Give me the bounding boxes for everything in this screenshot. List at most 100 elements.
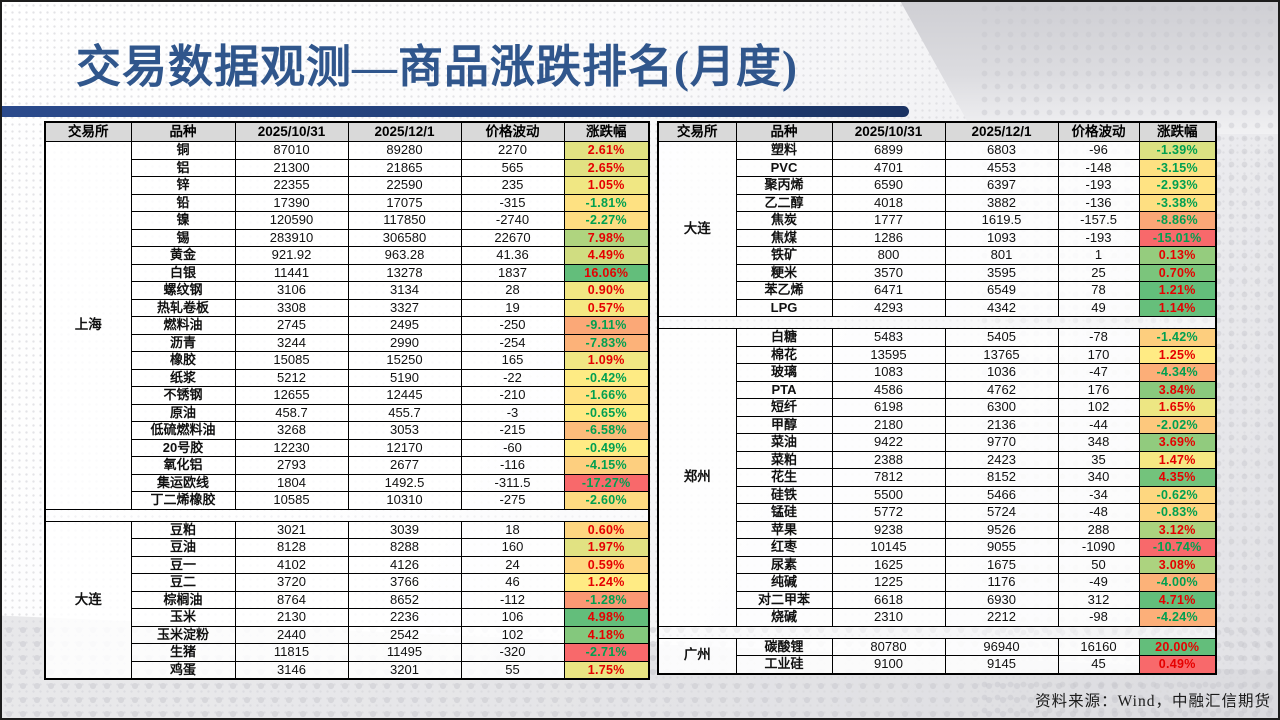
price-start-cell: 7812 <box>831 468 946 487</box>
variety-cell: 白银 <box>130 263 236 282</box>
price-end-cell: 4762 <box>944 380 1059 399</box>
delta-cell: -320 <box>460 643 565 662</box>
pct-change-cell: 3.84% <box>1138 380 1217 399</box>
table-row: 菜粕 2388 2423 35 1.47% <box>658 450 1217 469</box>
delta-cell: 165 <box>460 351 565 370</box>
variety-cell: 生猪 <box>130 643 236 662</box>
pct-change-cell: -6.58% <box>563 421 650 440</box>
price-start-cell: 2745 <box>234 316 349 335</box>
variety-cell: 玉米淀粉 <box>130 625 236 644</box>
price-end-cell: 9055 <box>944 538 1059 557</box>
delta-cell: -44 <box>1057 415 1140 434</box>
variety-cell: 苹果 <box>735 520 833 539</box>
price-start-cell: 458.7 <box>234 403 349 422</box>
price-end-cell: 801 <box>944 246 1059 265</box>
table-row: 豆一 4102 4126 24 0.59% <box>45 555 650 574</box>
price-start-cell: 13595 <box>831 345 946 364</box>
table-row: 工业硅 9100 9145 45 0.49% <box>658 655 1217 674</box>
price-start-cell: 3106 <box>234 281 349 300</box>
pct-change-cell: 2.65% <box>563 158 650 177</box>
price-end-cell: 2423 <box>944 450 1059 469</box>
column-header: 价格波动 <box>460 121 565 142</box>
price-start-cell: 5772 <box>831 503 946 522</box>
price-end-cell: 96940 <box>944 637 1059 656</box>
price-end-cell: 6930 <box>944 590 1059 609</box>
pct-change-cell: -3.15% <box>1138 158 1217 177</box>
left-ranking-table: 交易所 品种 2025/10/31 2025/12/1 价格波动 涨跌幅 上海铜 87010 8… <box>44 121 650 680</box>
pct-change-cell: -4.15% <box>563 456 650 475</box>
price-end-cell: 3039 <box>347 520 462 539</box>
price-start-cell: 9238 <box>831 520 946 539</box>
table-row: 橡胶 15085 15250 165 1.09% <box>45 351 650 370</box>
delta-cell: 25 <box>1057 263 1140 282</box>
pct-change-cell: -4.00% <box>1138 573 1217 592</box>
delta-cell: 102 <box>1057 398 1140 417</box>
variety-cell: 粳米 <box>735 263 833 282</box>
variety-cell: 硅铁 <box>735 485 833 504</box>
section-spacer <box>657 316 1217 329</box>
price-end-cell: 455.7 <box>347 403 462 422</box>
table-row: 沥青 3244 2990 -254 -7.83% <box>45 333 650 352</box>
table-row: 螺纹钢 3106 3134 28 0.90% <box>45 281 650 300</box>
table-row: 硅铁 5500 5466 -34 -0.62% <box>658 485 1217 504</box>
table-row: 花生 7812 8152 340 4.35% <box>658 468 1217 487</box>
price-end-cell: 6397 <box>944 176 1059 195</box>
table-row: 粳米 3570 3595 25 0.70% <box>658 263 1217 282</box>
variety-cell: 白糖 <box>735 328 833 347</box>
delta-cell: 2270 <box>460 141 565 160</box>
price-end-cell: 21865 <box>347 158 462 177</box>
variety-cell: 尿素 <box>735 555 833 574</box>
pct-change-cell: -0.65% <box>563 403 650 422</box>
pct-change-cell: 3.08% <box>1138 555 1217 574</box>
pct-change-cell: -2.71% <box>563 643 650 662</box>
price-start-cell: 12230 <box>234 438 349 457</box>
table-row: 燃料油 2745 2495 -250 -9.11% <box>45 316 650 335</box>
exchange-cell: 广州 <box>657 637 737 674</box>
column-header: 交易所 <box>44 121 132 142</box>
delta-cell: -210 <box>460 386 565 405</box>
table-row: 广州 碳酸锂 80780 96940 16160 20.00% <box>657 637 1217 674</box>
price-start-cell: 120590 <box>234 211 349 230</box>
price-end-cell: 306580 <box>347 228 462 247</box>
variety-cell: 菜油 <box>735 433 833 452</box>
price-end-cell: 4553 <box>944 158 1059 177</box>
pct-change-cell: -0.42% <box>563 368 650 387</box>
pct-change-cell: -1.39% <box>1138 141 1217 160</box>
variety-cell: 集运欧线 <box>130 473 236 492</box>
delta-cell: 1 <box>1057 246 1140 265</box>
column-header: 涨跌幅 <box>1138 121 1217 142</box>
table-row: 丁二烯橡胶 10585 10310 -275 -2.60% <box>45 491 650 510</box>
price-end-cell: 8652 <box>347 590 462 609</box>
exchange-cell: 大连 <box>44 520 132 680</box>
price-end-cell: 2495 <box>347 316 462 335</box>
price-start-cell: 2388 <box>831 450 946 469</box>
price-end-cell: 15250 <box>347 351 462 370</box>
price-end-cell: 9526 <box>944 520 1059 539</box>
delta-cell: -60 <box>460 438 565 457</box>
pct-change-cell: -4.34% <box>1138 363 1217 382</box>
price-start-cell: 4018 <box>831 193 946 212</box>
variety-cell: 塑料 <box>735 141 833 160</box>
price-start-cell: 3570 <box>831 263 946 282</box>
pct-change-cell: 3.69% <box>1138 433 1217 452</box>
pct-change-cell: 1.47% <box>1138 450 1217 469</box>
delta-cell: -48 <box>1057 503 1140 522</box>
price-end-cell: 8288 <box>347 538 462 557</box>
price-end-cell: 3327 <box>347 298 462 317</box>
ranking-table: 交易所 品种 2025/10/31 2025/12/1 价格波动 涨跌幅 大连 塑料 6899 6… <box>657 121 1217 675</box>
price-end-cell: 1675 <box>944 555 1059 574</box>
delta-cell: 18 <box>460 520 565 539</box>
table-row: 苯乙烯 6471 6549 78 1.21% <box>658 281 1217 300</box>
pct-change-cell: -17.27% <box>563 473 650 492</box>
table-row: 锰硅 5772 5724 -48 -0.83% <box>658 503 1217 522</box>
pct-change-cell: -0.62% <box>1138 485 1217 504</box>
delta-cell: 106 <box>460 608 565 627</box>
variety-cell: 不锈钢 <box>130 386 236 405</box>
price-end-cell: 1176 <box>944 573 1059 592</box>
table-row: 玻璃 1083 1036 -47 -4.34% <box>658 363 1217 382</box>
variety-cell: 红枣 <box>735 538 833 557</box>
price-end-cell: 3134 <box>347 281 462 300</box>
table-row: 集运欧线 1804 1492.5 -311.5 -17.27% <box>45 473 650 492</box>
price-end-cell: 13278 <box>347 263 462 282</box>
exchange-cell: 上海 <box>44 141 132 510</box>
